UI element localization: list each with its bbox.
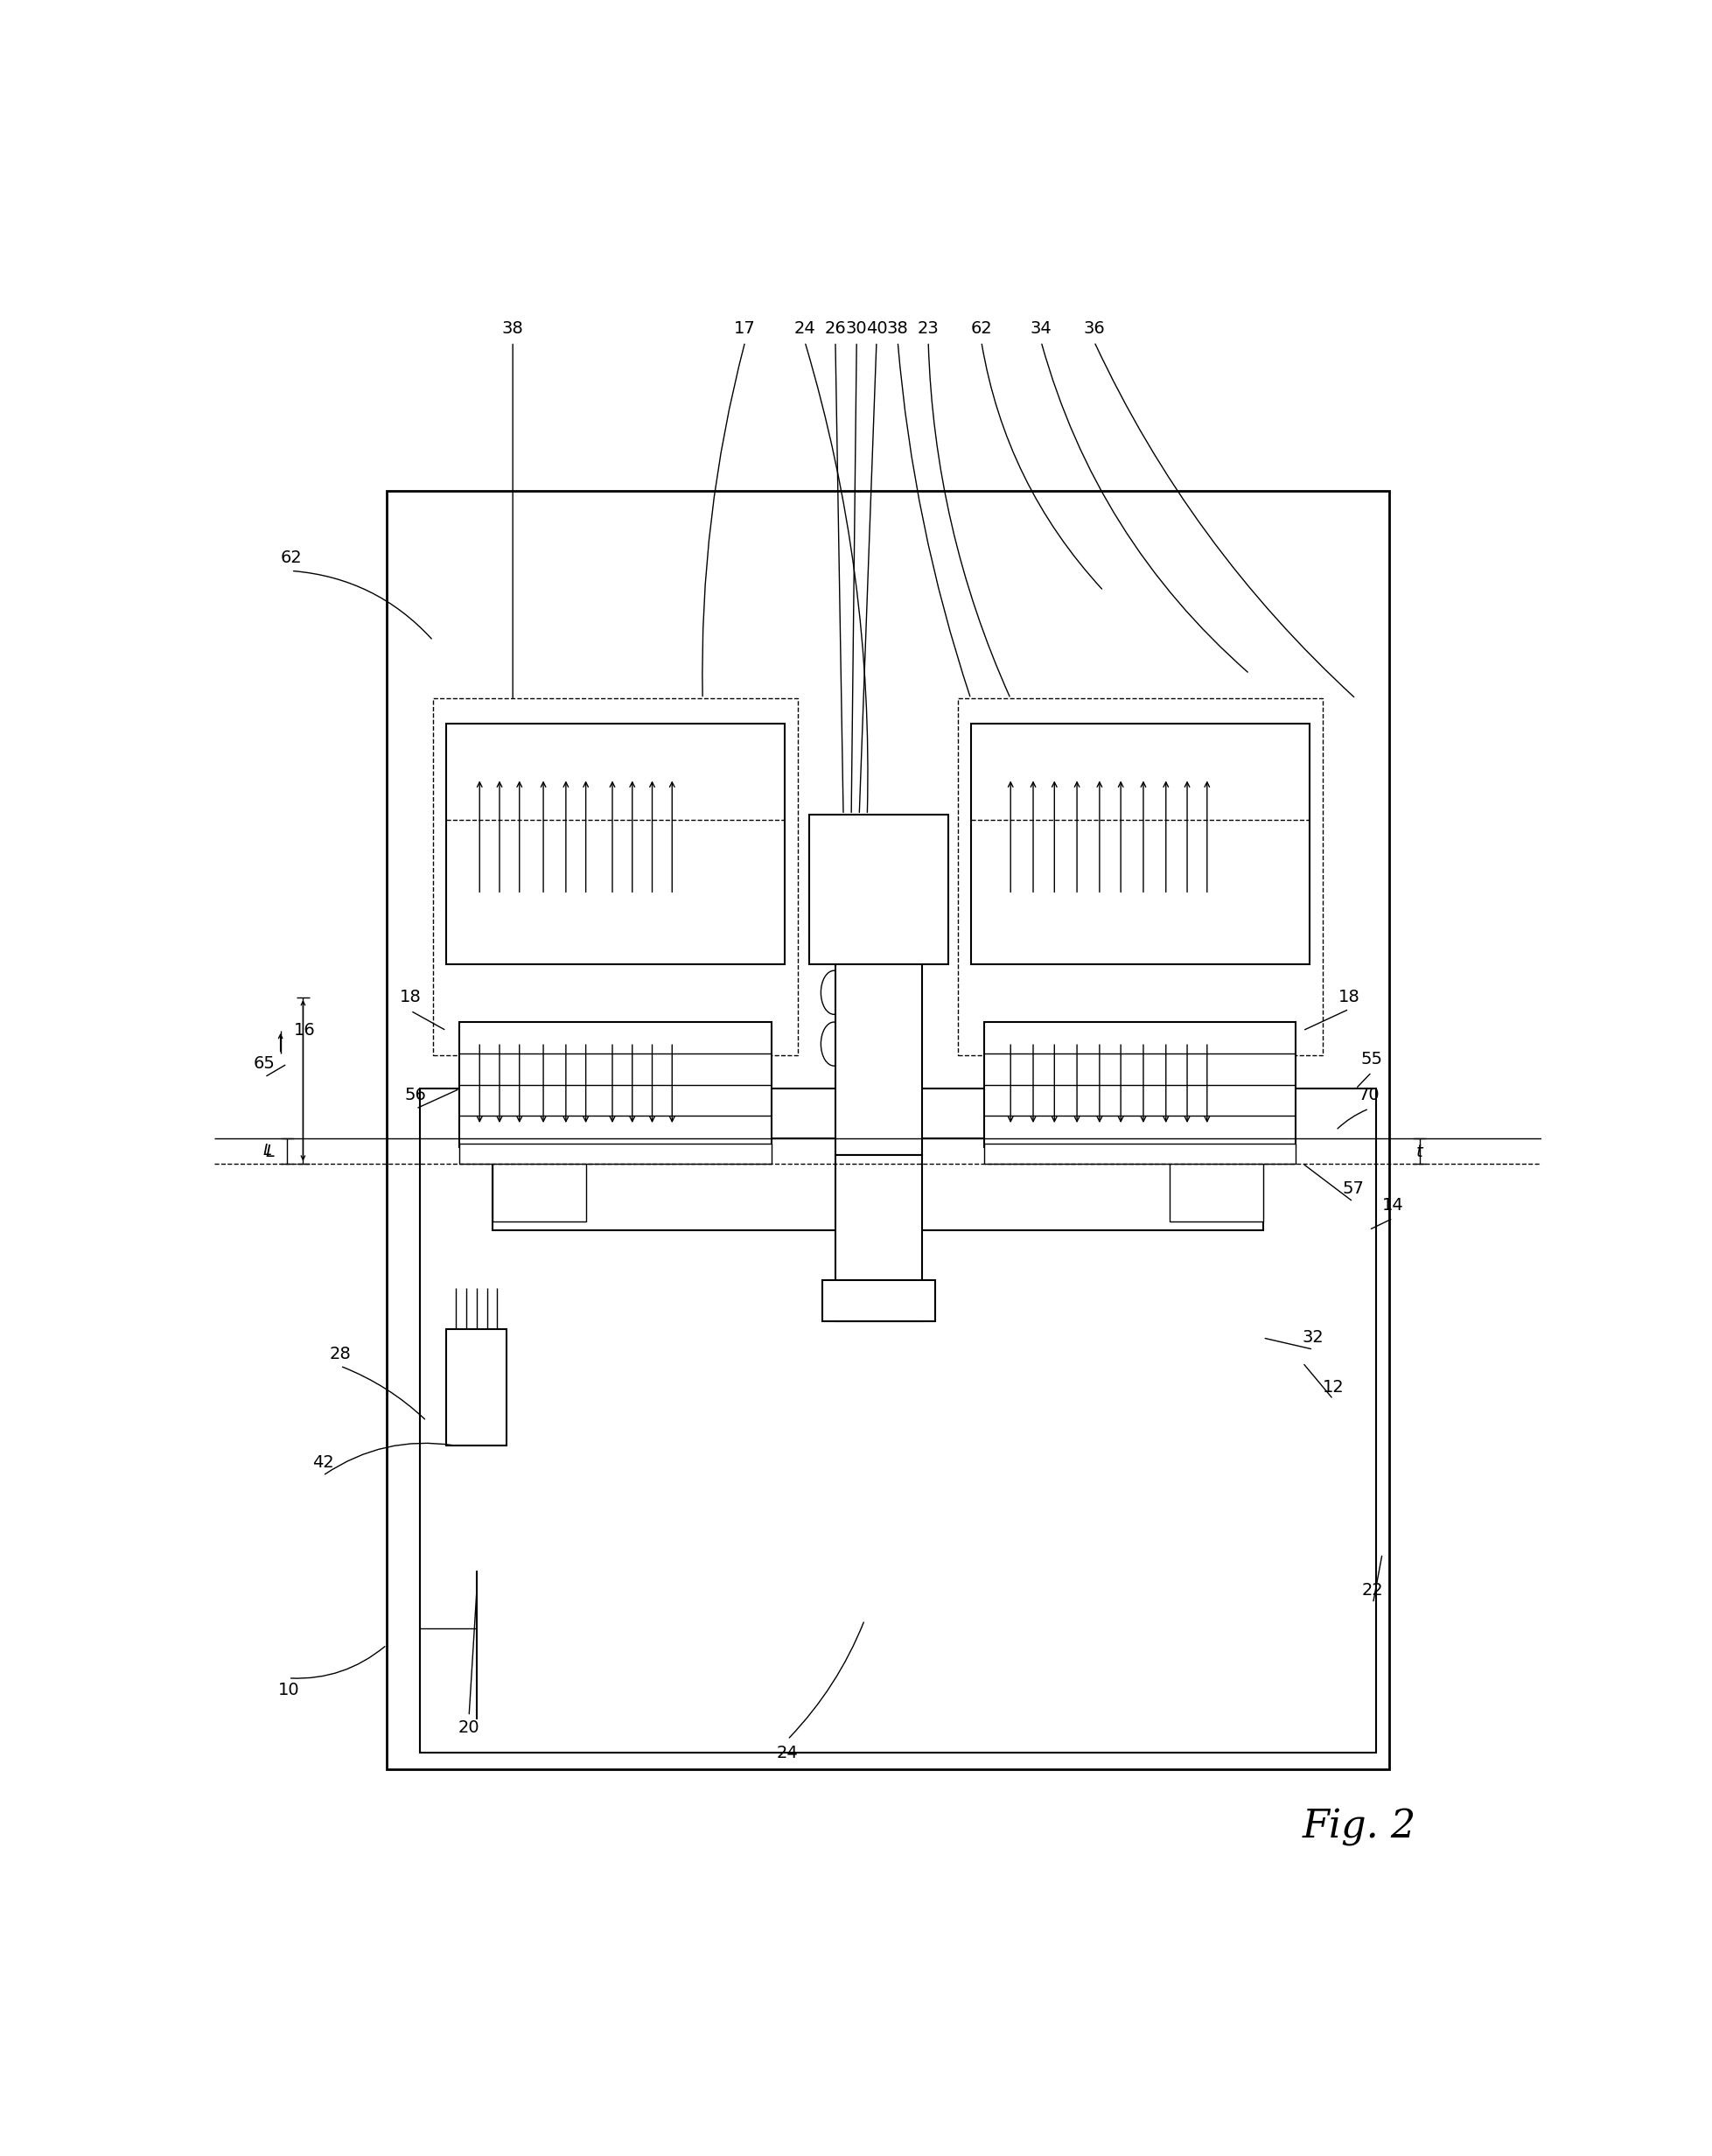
Ellipse shape: [877, 1022, 902, 1065]
Text: 55: 55: [1359, 1050, 1382, 1067]
Ellipse shape: [820, 970, 847, 1015]
Text: 20: 20: [459, 1720, 479, 1736]
Bar: [447, 724, 784, 964]
Bar: [493, 1147, 586, 1222]
Bar: [387, 492, 1388, 1770]
Bar: [835, 890, 921, 1156]
Bar: [983, 1143, 1296, 1164]
Bar: [1169, 1147, 1262, 1222]
Text: 18: 18: [399, 990, 421, 1007]
Text: 65: 65: [253, 1056, 276, 1072]
Text: 56: 56: [404, 1087, 426, 1104]
Text: 30: 30: [846, 319, 866, 336]
Bar: [459, 1022, 770, 1147]
Text: 26: 26: [823, 319, 846, 336]
Ellipse shape: [820, 1022, 847, 1065]
Bar: [447, 1330, 507, 1447]
Bar: [957, 699, 1322, 1056]
Text: 38: 38: [887, 319, 907, 336]
Bar: [433, 699, 798, 1056]
Bar: [419, 1089, 1375, 1753]
Text: 12: 12: [1322, 1380, 1344, 1395]
Ellipse shape: [849, 970, 875, 1015]
Text: 40: 40: [865, 319, 887, 336]
Text: 62: 62: [281, 550, 301, 565]
Bar: [493, 1138, 1262, 1229]
Bar: [808, 815, 948, 964]
Text: 24: 24: [776, 1744, 798, 1761]
Bar: [822, 1281, 935, 1322]
Bar: [459, 1143, 770, 1164]
Bar: [971, 724, 1308, 964]
Bar: [983, 1022, 1296, 1147]
Text: L: L: [265, 1143, 274, 1160]
Bar: [835, 1156, 921, 1322]
Text: 17: 17: [734, 319, 755, 336]
Text: 22: 22: [1361, 1583, 1383, 1598]
Text: 23: 23: [918, 319, 938, 336]
Text: 18: 18: [1337, 990, 1359, 1007]
Text: 28: 28: [329, 1345, 351, 1363]
Text: 10: 10: [277, 1682, 300, 1699]
Text: 70: 70: [1358, 1087, 1380, 1104]
Text: 38: 38: [502, 319, 524, 336]
Text: Fig. 2: Fig. 2: [1301, 1809, 1416, 1846]
Text: 24: 24: [794, 319, 815, 336]
Text: 16: 16: [293, 1022, 315, 1039]
Ellipse shape: [877, 970, 902, 1015]
Text: 34: 34: [1031, 319, 1051, 336]
Text: 14: 14: [1382, 1197, 1404, 1214]
Text: 57: 57: [1342, 1179, 1363, 1197]
Polygon shape: [457, 1447, 496, 1570]
Text: 36: 36: [1084, 319, 1104, 336]
Text: 62: 62: [971, 319, 991, 336]
Text: L: L: [262, 1143, 272, 1160]
Text: 42: 42: [312, 1453, 334, 1470]
Text: 32: 32: [1301, 1330, 1323, 1345]
Ellipse shape: [849, 1022, 875, 1065]
Text: t: t: [1416, 1143, 1423, 1160]
